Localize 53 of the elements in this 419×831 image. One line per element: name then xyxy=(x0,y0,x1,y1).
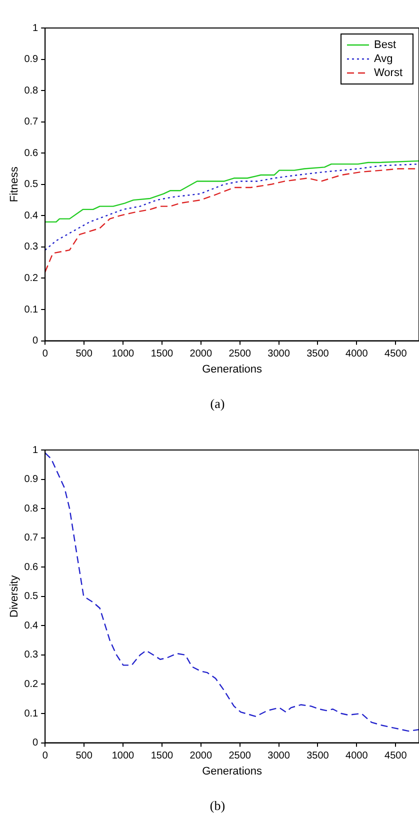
x-tick-label: 500 xyxy=(76,348,93,360)
x-tick-label: 3500 xyxy=(306,750,330,762)
x-tick-label: 3000 xyxy=(268,348,290,360)
y-tick-label: 0.1 xyxy=(24,708,39,720)
x-tick-label: 0 xyxy=(42,750,48,762)
x-tick-label: 4500 xyxy=(384,750,408,762)
x-tick-label: 1000 xyxy=(112,750,135,762)
x-tick-label: 4500 xyxy=(384,348,408,360)
y-tick-label: 0 xyxy=(32,738,39,749)
y-tick-label: 0.4 xyxy=(24,620,39,632)
y-tick-label: 0.3 xyxy=(24,650,39,661)
text: (a) xyxy=(209,396,226,412)
y-tick-label: 1 xyxy=(32,22,39,34)
y-tick-label: 0.6 xyxy=(24,562,39,573)
x-tick-label: 1500 xyxy=(150,750,174,762)
y-tick-label: 0 xyxy=(32,336,39,347)
y-tick-label: 0.9 xyxy=(24,474,39,486)
y-tick-label: 0.8 xyxy=(24,503,39,514)
y-tick-label: 0.4 xyxy=(24,210,39,222)
x-tick-label: 2000 xyxy=(190,348,212,360)
y-tick-label: 0.9 xyxy=(24,54,39,66)
y-tick-label: 0.2 xyxy=(24,272,39,284)
x-tick-label: 2500 xyxy=(228,750,252,762)
line-series xyxy=(45,163,419,251)
y-tick-label: 0.3 xyxy=(24,242,39,253)
legend-label: Avg xyxy=(374,53,393,66)
y-tick-label: 0.2 xyxy=(24,678,39,690)
x-tick-label: 3500 xyxy=(306,348,330,360)
x-tick-label: 4000 xyxy=(346,348,368,360)
text: (b) xyxy=(208,798,226,814)
x-tick-label: 4000 xyxy=(346,750,368,762)
x-axis-title: Generations xyxy=(202,363,263,376)
x-tick-label: 3000 xyxy=(268,750,290,762)
line-series xyxy=(45,452,419,732)
legend-label: Worst xyxy=(374,67,403,80)
x-tick-label: 2500 xyxy=(228,348,252,360)
x-tick-label: 1000 xyxy=(112,348,135,360)
y-axis-title: Diversity xyxy=(8,574,21,618)
x-axis-title: Generations xyxy=(202,765,263,778)
y-tick-label: 0.6 xyxy=(24,148,39,159)
x-tick-label: 0 xyxy=(42,348,48,360)
x-tick-label: 500 xyxy=(76,750,93,762)
x-tick-label: 1500 xyxy=(150,348,174,360)
y-tick-label: 0.5 xyxy=(24,591,39,602)
y-tick-label: 0.5 xyxy=(24,179,39,190)
y-tick-label: 0.8 xyxy=(24,85,39,96)
y-tick-label: 0.7 xyxy=(24,116,39,128)
y-tick-label: 0.7 xyxy=(24,532,39,544)
y-axis-title: Fitness xyxy=(8,166,21,202)
x-tick-label: 2000 xyxy=(190,750,212,762)
legend-label: Best xyxy=(374,39,396,52)
y-tick-label: 1 xyxy=(32,444,39,456)
y-tick-label: 0.1 xyxy=(24,304,39,316)
